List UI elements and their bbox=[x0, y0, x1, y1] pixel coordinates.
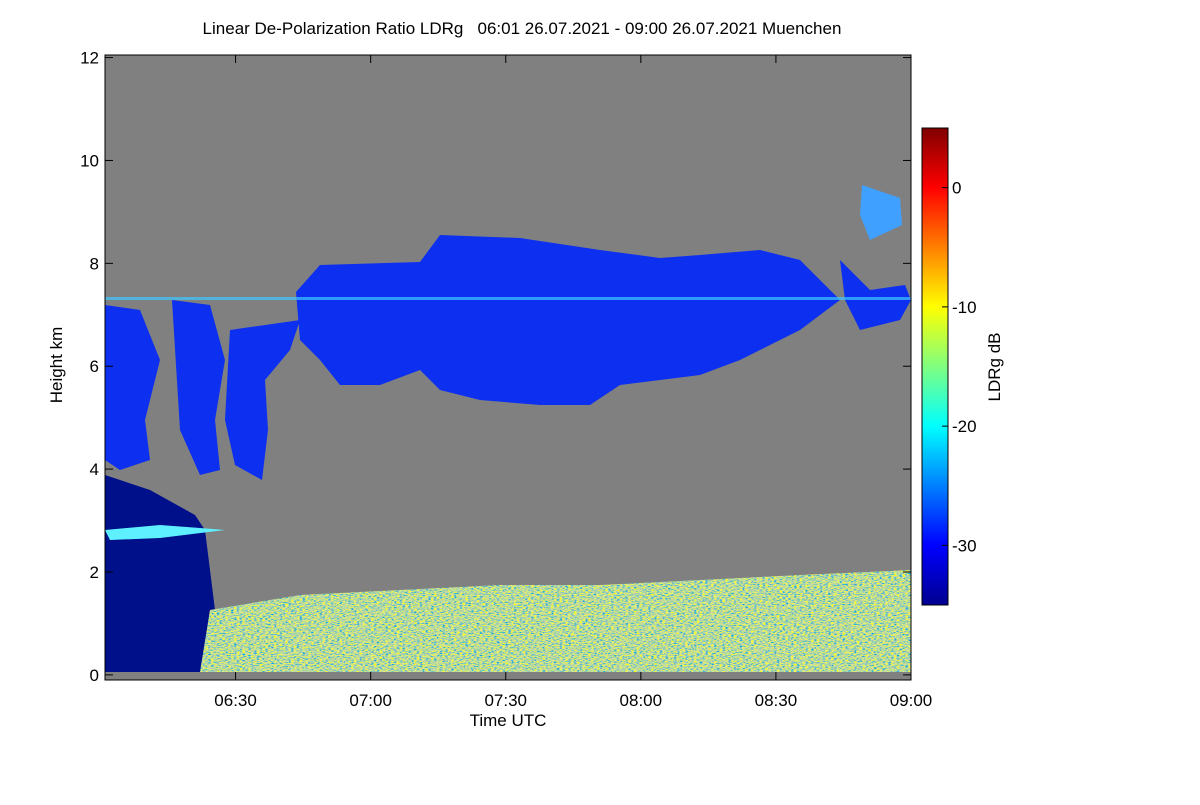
echo-region bbox=[172, 300, 225, 475]
y-tick-label: 8 bbox=[90, 254, 99, 273]
plot-frame bbox=[104, 54, 912, 681]
colorbar-tick-label: -10 bbox=[952, 298, 977, 317]
echo-region bbox=[840, 260, 911, 330]
x-axis-label: Time UTC bbox=[470, 711, 547, 730]
colorbar-label: LDRg dB bbox=[985, 333, 1004, 402]
echo-region bbox=[105, 305, 160, 470]
x-tick-label: 08:30 bbox=[755, 691, 798, 710]
x-tick-label: 07:00 bbox=[349, 691, 392, 710]
echo-region bbox=[200, 570, 911, 672]
y-tick-label: 2 bbox=[90, 563, 99, 582]
echo-region bbox=[105, 297, 911, 300]
echo-regions bbox=[105, 185, 911, 672]
colorbar-tick-label: -30 bbox=[952, 536, 977, 555]
y-tick-label: 10 bbox=[80, 151, 99, 170]
y-tick-label: 0 bbox=[90, 666, 99, 685]
y-tick-label: 12 bbox=[80, 49, 99, 68]
colorbar-tick-label: 0 bbox=[952, 179, 961, 198]
plot-area bbox=[105, 55, 911, 680]
echo-region bbox=[225, 320, 300, 480]
echo-region bbox=[296, 235, 840, 405]
y-tick-label: 6 bbox=[90, 357, 99, 376]
colorbar bbox=[921, 127, 949, 606]
echo-region bbox=[105, 525, 225, 540]
y-tick-label: 4 bbox=[90, 460, 99, 479]
y-axis-label: Height km bbox=[47, 327, 66, 404]
x-tick-label: 09:00 bbox=[890, 691, 933, 710]
colorbar-tick-label: -20 bbox=[952, 417, 977, 436]
chart-title: Linear De-Polarization Ratio LDRg 06:01 … bbox=[203, 19, 842, 38]
echo-region bbox=[105, 475, 215, 672]
x-tick-label: 07:30 bbox=[484, 691, 527, 710]
echo-region bbox=[860, 185, 902, 240]
x-tick-label: 08:00 bbox=[620, 691, 663, 710]
x-tick-label: 06:30 bbox=[214, 691, 257, 710]
